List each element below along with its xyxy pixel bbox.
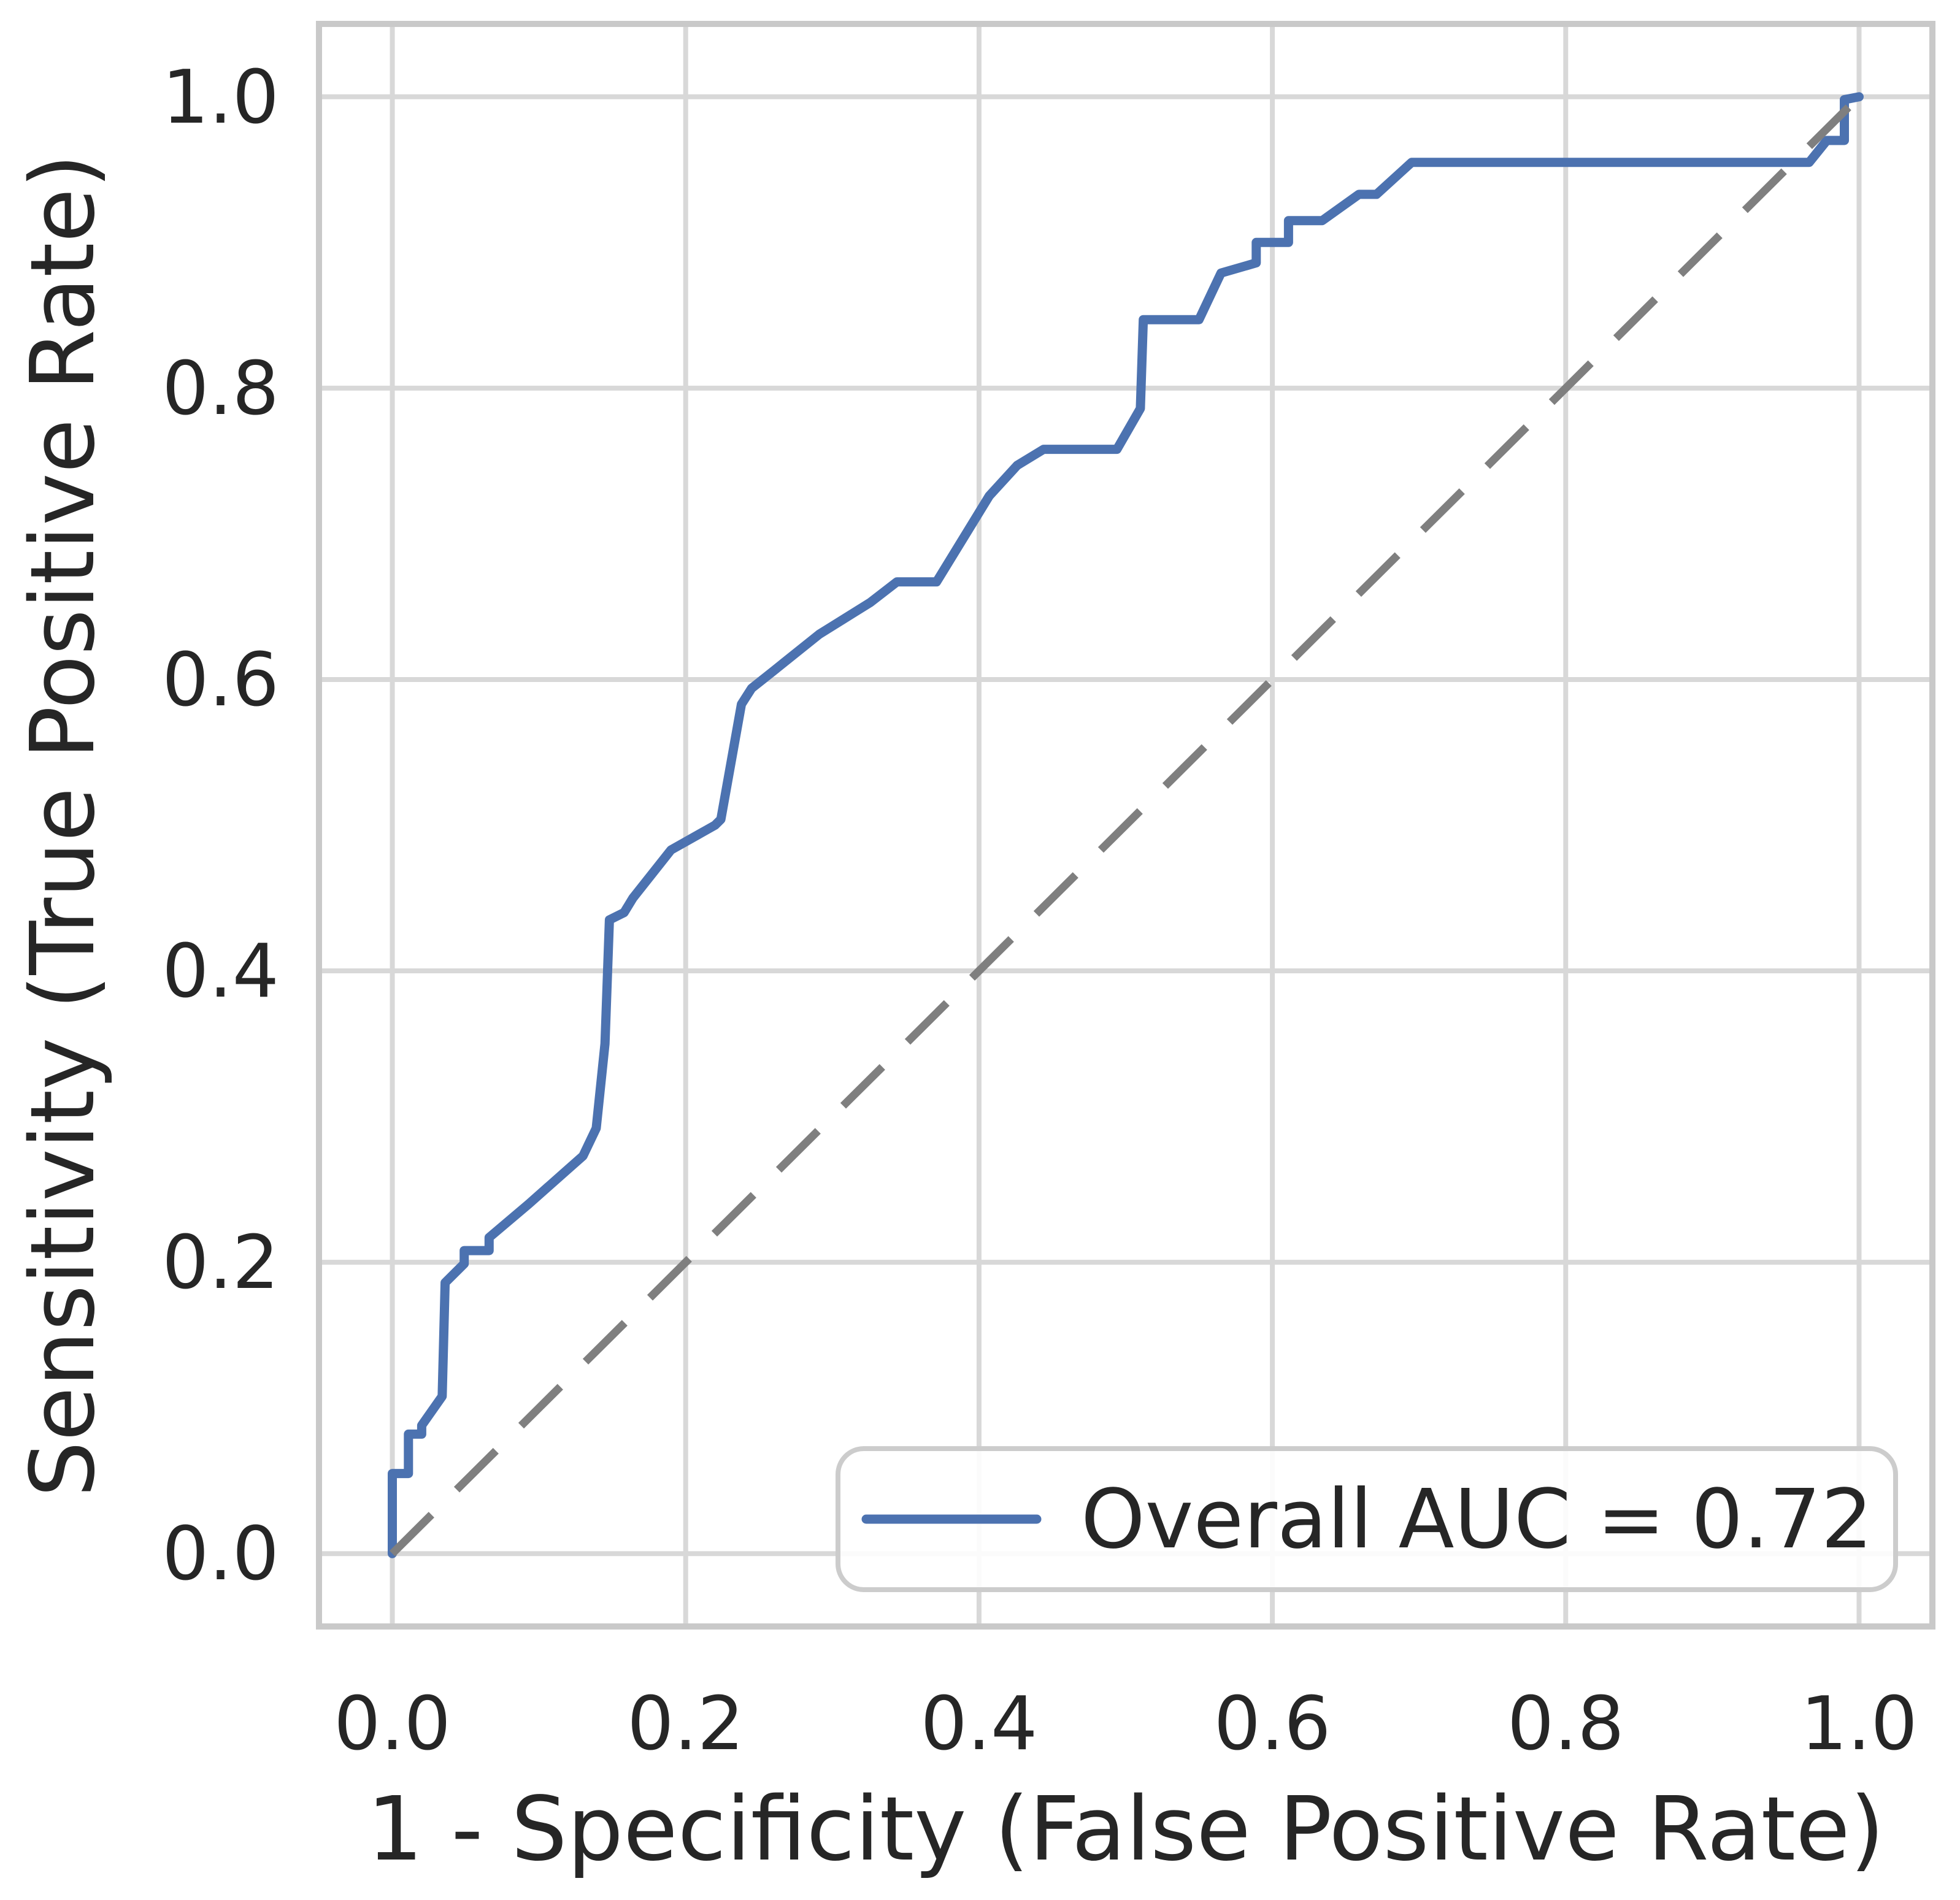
series-layer — [388, 92, 1864, 1558]
grid-layer — [319, 24, 1932, 1626]
y-tick-label: 0.2 — [162, 1220, 279, 1306]
legend-label: Overall AUC = 0.72 — [1081, 1473, 1873, 1567]
reference-line — [389, 94, 1862, 1557]
y-tick-label: 0.6 — [162, 638, 279, 723]
y-tick-label: 0.8 — [162, 347, 279, 432]
x-tick-labels: 0.0 0.2 0.4 0.6 0.8 1.0 — [334, 1682, 1918, 1767]
legend-box — [836, 1446, 1898, 1592]
y-tick-labels: 0.0 0.2 0.4 0.6 0.8 1.0 — [162, 55, 279, 1597]
roc-curve — [388, 92, 1864, 1558]
y-tick-label: 0.4 — [162, 929, 279, 1014]
y-tick-label: 1.0 — [162, 55, 279, 140]
x-tick-label: 0.0 — [334, 1682, 451, 1767]
axes-spines — [316, 21, 1935, 1630]
y-tick-label: 0.0 — [162, 1512, 279, 1597]
x-axis-label: 1 - Specificity (False Positive Rate) — [367, 1777, 1885, 1880]
legend: Overall AUC = 0.72 — [836, 1446, 1898, 1592]
x-tick-label: 1.0 — [1801, 1682, 1918, 1767]
y-axis-label: Sensitivity (True Positive Rate) — [11, 154, 114, 1498]
x-tick-label: 0.2 — [627, 1682, 744, 1767]
x-tick-label: 0.4 — [920, 1682, 1037, 1767]
x-tick-label: 0.8 — [1507, 1682, 1624, 1767]
x-tick-label: 0.6 — [1214, 1682, 1331, 1767]
